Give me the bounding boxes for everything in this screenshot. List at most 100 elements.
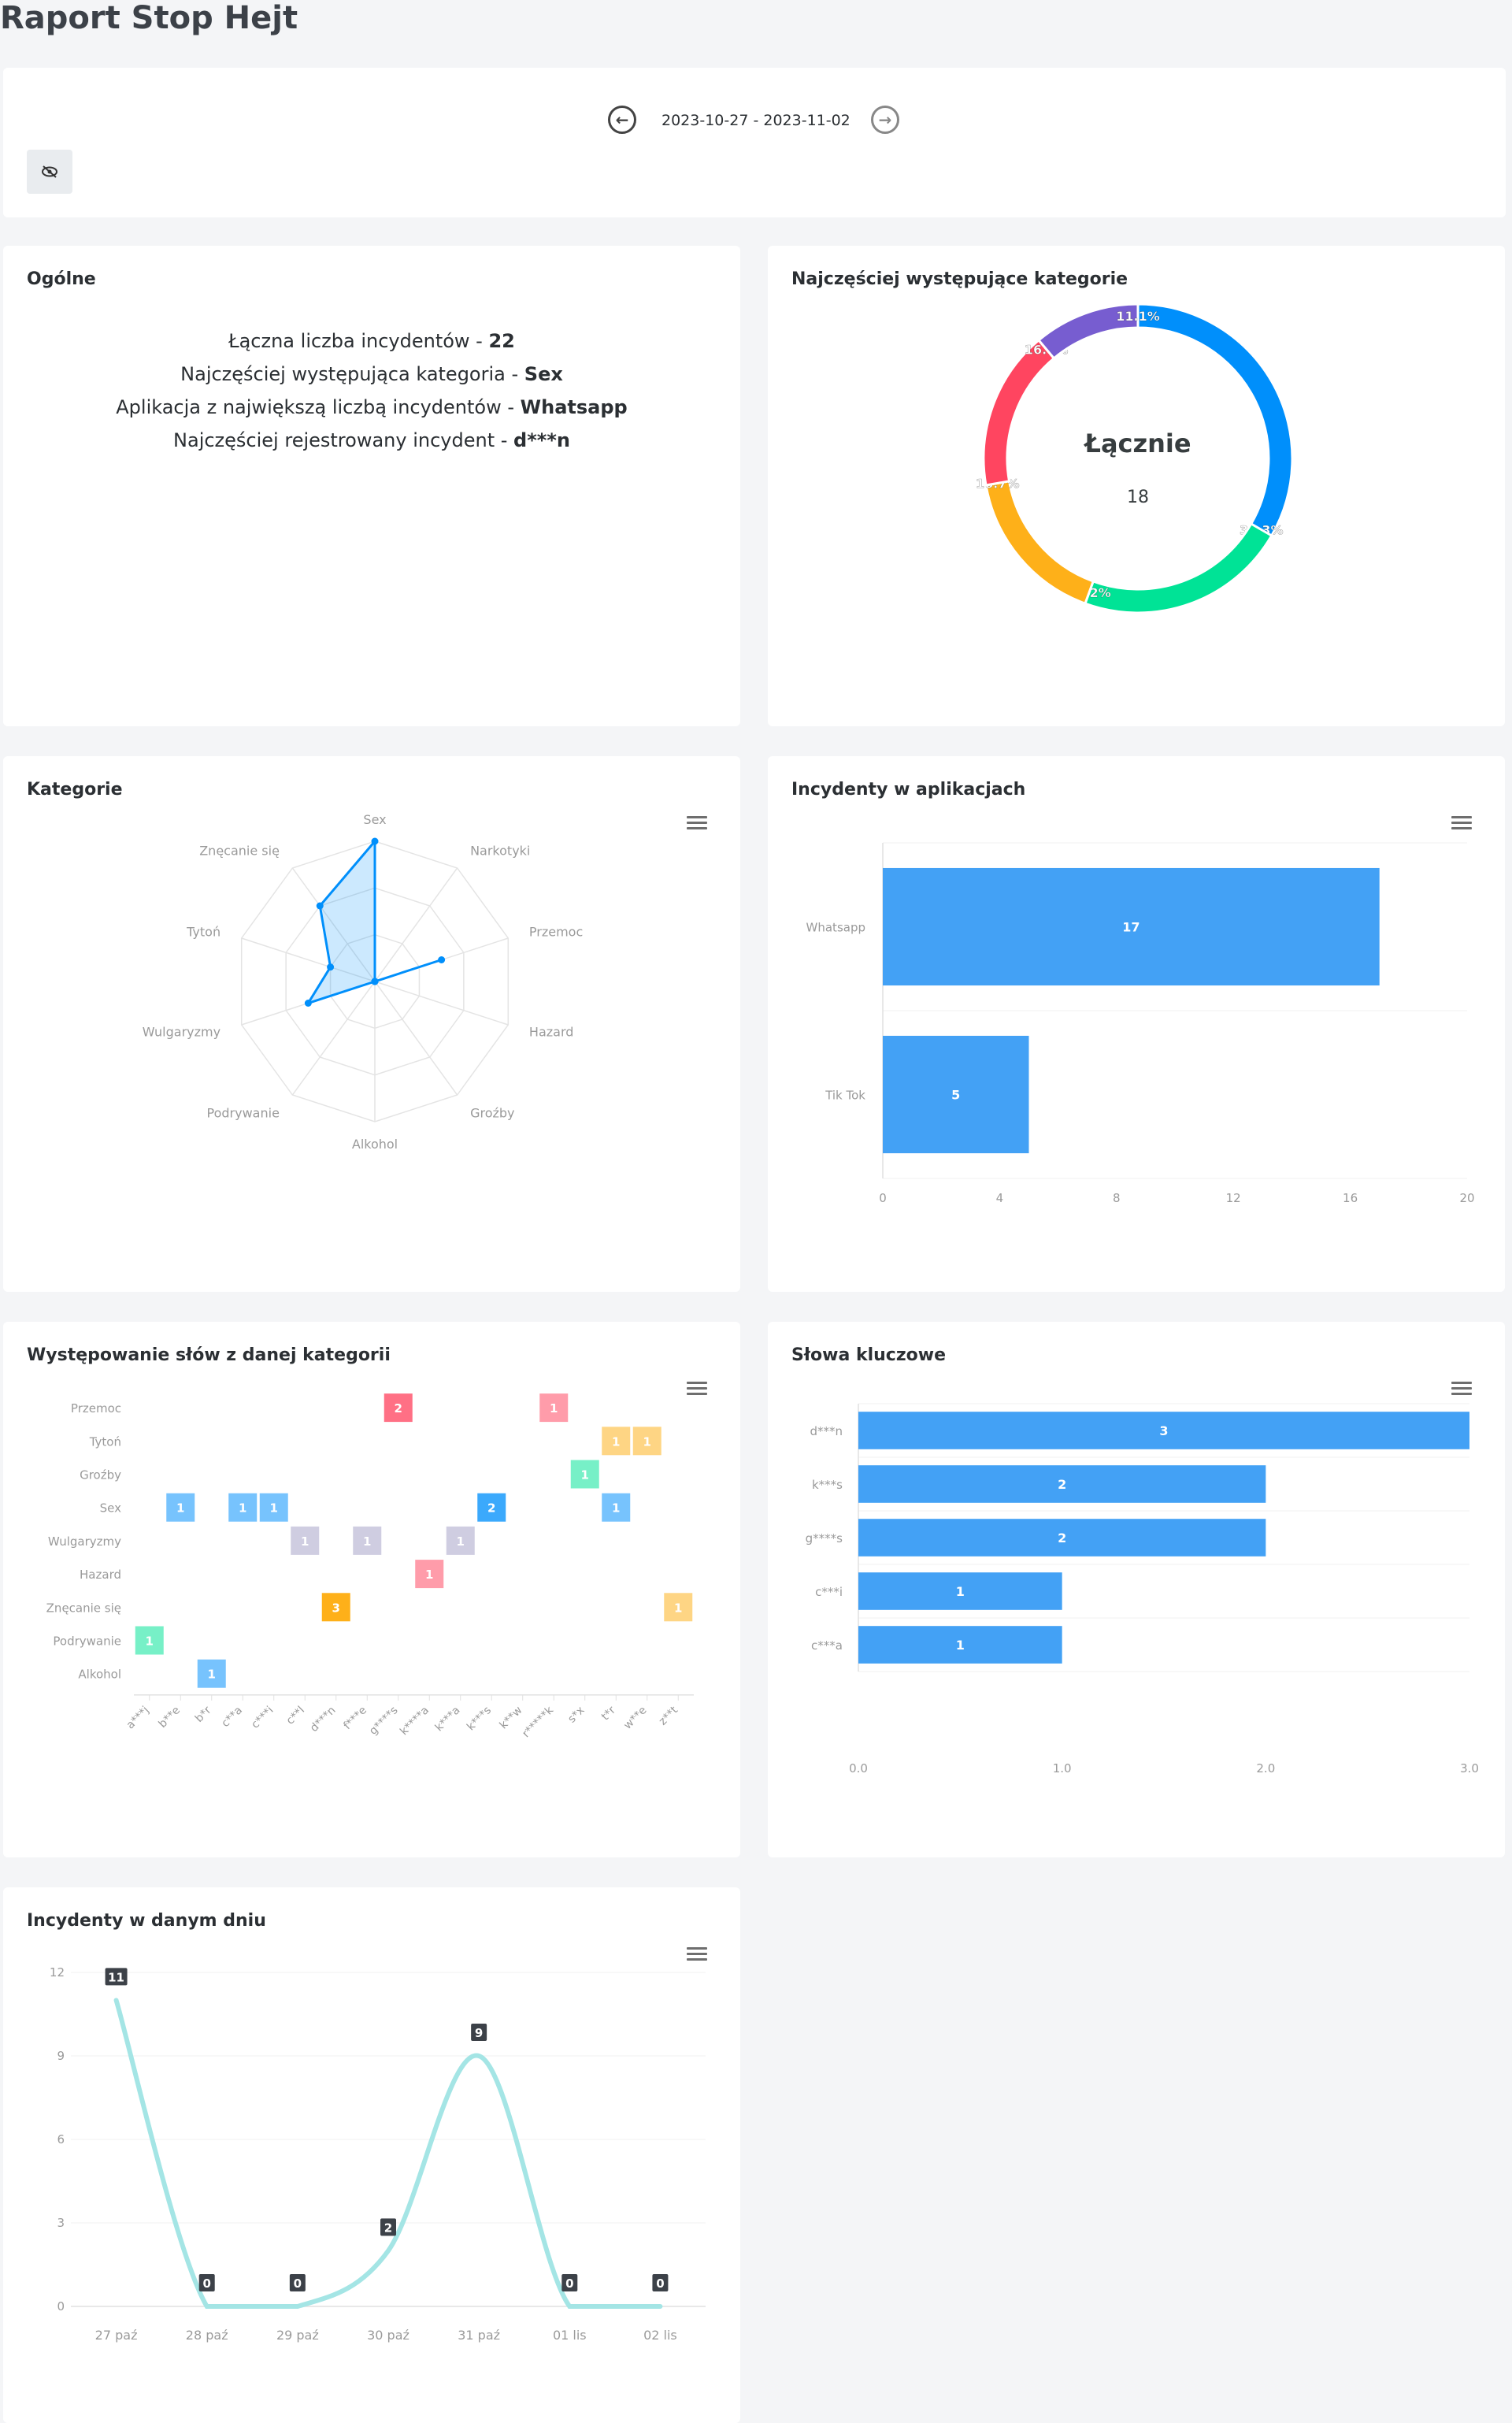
heatmap-cell-label: 1 [270, 1501, 278, 1516]
data-label-box [289, 2274, 306, 2291]
next-period-button[interactable]: → [871, 106, 899, 134]
donut-slice-label: 11.1% [1116, 309, 1160, 324]
y-tick-label: 12 [50, 1965, 65, 1980]
x-tick-label: 29 paź [276, 2328, 319, 2343]
data-label-box [198, 2274, 215, 2291]
chart-menu-icon[interactable] [687, 1947, 707, 1961]
bar[interactable] [858, 1572, 1062, 1610]
heatmap-cell[interactable] [353, 1526, 382, 1555]
heatmap-col-label: c**l [284, 1704, 307, 1727]
heatmap-cell[interactable] [570, 1460, 599, 1489]
radar-axis-label: Tytoń [186, 924, 220, 939]
chart-menu-icon[interactable] [1451, 816, 1472, 830]
heatmap-col-label: g****s [367, 1704, 401, 1738]
toggle-visibility-button[interactable] [27, 150, 72, 194]
heatmap-cell[interactable] [197, 1659, 226, 1688]
heatmap-row-label: Podrywanie [53, 1635, 121, 1649]
daily-line-chart: 0 3 6 9 12 27 paź 28 paź 29 paź 30 paź 31 paź 01 l… [50, 1965, 706, 2343]
bar[interactable] [858, 1626, 1062, 1664]
x-tick-label: 20 [1459, 1191, 1474, 1205]
heatmap-row-label: Znęcanie się [46, 1601, 121, 1615]
y-category-label: k***s [812, 1478, 843, 1492]
radar-point[interactable] [371, 978, 379, 985]
donut-slice[interactable] [1084, 521, 1273, 614]
data-label: 9 [475, 2026, 483, 2040]
y-category-label: c***a [811, 1638, 843, 1653]
heatmap-cell[interactable] [228, 1493, 258, 1522]
line-series [113, 1998, 663, 2309]
heatmap-cell[interactable] [602, 1427, 631, 1456]
date-range-label: 2023-10-27 - 2023-11-02 [662, 112, 850, 129]
radar-point[interactable] [371, 837, 379, 845]
x-tick-label: 27 paź [95, 2328, 138, 2343]
radar-axis [374, 981, 458, 1096]
y-tick-label: 6 [57, 2132, 65, 2147]
heatmap-cell-label: 1 [674, 1601, 682, 1615]
donut-slice[interactable] [1136, 302, 1294, 538]
heatmap-cell-label: 1 [239, 1501, 246, 1516]
heatmap-cell-label: 1 [457, 1534, 465, 1549]
heatmap-cell[interactable] [321, 1593, 350, 1622]
general-summary: Łączna liczba incydentów - 22 Najczęście… [3, 325, 740, 457]
donut-slice[interactable] [984, 480, 1095, 606]
bar[interactable] [883, 867, 1380, 986]
prev-period-button[interactable]: ← [608, 106, 636, 134]
x-tick-label: 12 [1226, 1191, 1241, 1205]
eye-slash-icon [42, 165, 57, 178]
radar-point[interactable] [327, 963, 335, 971]
donut-slice[interactable] [1036, 302, 1140, 360]
y-category-label: Whatsapp [806, 921, 865, 935]
heatmap-cell-label: 1 [363, 1534, 371, 1549]
chart-menu-icon[interactable] [687, 816, 707, 830]
bar[interactable] [883, 1035, 1029, 1154]
heatmap-cell[interactable] [259, 1493, 288, 1522]
heatmap-cell[interactable] [291, 1526, 320, 1555]
heatmap-cell[interactable] [135, 1626, 164, 1655]
heatmap-row-label: Tytoń [89, 1434, 121, 1449]
chart-menu-icon[interactable] [687, 1382, 707, 1396]
donut-chart: Łącznie 18 33.3%22.2%16.7%16.7%11.1% [976, 302, 1294, 614]
heatmap-cell-label: 1 [176, 1501, 184, 1516]
chart-menu-icon[interactable] [1451, 1382, 1472, 1396]
x-tick-label: 31 paź [458, 2328, 500, 2343]
radar-axis-label: Groźby [470, 1106, 514, 1121]
heatmap-cell[interactable] [477, 1493, 506, 1522]
heatmap-row-label: Sex [100, 1501, 121, 1516]
bar[interactable] [858, 1412, 1469, 1449]
y-category-label: c***i [815, 1585, 843, 1599]
heatmap-cell[interactable] [166, 1493, 195, 1522]
heatmap-cell-label: 2 [487, 1501, 495, 1516]
heatmap-cell[interactable] [602, 1493, 631, 1522]
donut-slice[interactable] [982, 338, 1056, 487]
x-tick-label: 1.0 [1053, 1761, 1072, 1776]
heatmap-cell-label: 1 [301, 1534, 309, 1549]
data-label-box [652, 2274, 669, 2291]
radar-axis-label: Znęcanie się [199, 843, 280, 858]
bar[interactable] [858, 1519, 1266, 1557]
heatmap-col-label: s*x [565, 1704, 587, 1725]
donut-center-value: 18 [1127, 488, 1149, 507]
heatmap-col-label: k***s [465, 1704, 494, 1733]
bar[interactable] [858, 1465, 1266, 1503]
radar-point[interactable] [316, 902, 324, 910]
heatmap-cell[interactable] [664, 1593, 693, 1622]
heatmap-cell[interactable] [384, 1393, 413, 1423]
heatmap-cell[interactable] [446, 1526, 475, 1555]
radar-axis [374, 981, 509, 1026]
x-tick-label: 28 paź [186, 2328, 228, 2343]
heatmap-cell[interactable] [415, 1560, 444, 1589]
words-heatmap-chart: Przemoc Tytoń Groźby Sex Wulgaryzmy Hazard Znę… [46, 1393, 694, 1740]
heatmap-row-label: Przemoc [71, 1401, 121, 1416]
heatmap-col-label: f***e [341, 1704, 369, 1732]
data-label: 11 [108, 1970, 124, 1984]
data-label-box [380, 2218, 396, 2236]
heatmap-cell[interactable] [539, 1393, 569, 1423]
radar-point[interactable] [304, 1000, 312, 1007]
heatmap-cell[interactable] [632, 1427, 662, 1456]
radar-point[interactable] [438, 955, 446, 963]
date-nav-card: ← 2023-10-27 - 2023-11-02 → [3, 68, 1506, 217]
general-card: Ogólne Łączna liczba incydentów - 22 Naj… [3, 246, 740, 726]
heatmap-cell-label: 3 [332, 1601, 340, 1615]
keywords-bar-chart: 0.0 1.0 2.0 3.0 3 d***n 2 k***s 2 g****s 1 c***i 1 c*… [806, 1403, 1479, 1776]
data-label: 0 [294, 2276, 302, 2291]
